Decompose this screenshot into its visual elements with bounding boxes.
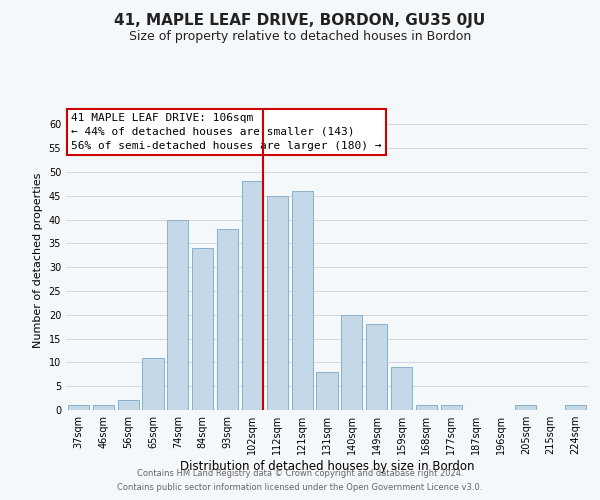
Bar — [192, 248, 213, 410]
Bar — [142, 358, 164, 410]
Bar — [565, 405, 586, 410]
Bar — [316, 372, 338, 410]
Text: 41 MAPLE LEAF DRIVE: 106sqm
← 44% of detached houses are smaller (143)
56% of se: 41 MAPLE LEAF DRIVE: 106sqm ← 44% of det… — [71, 113, 382, 151]
Text: Size of property relative to detached houses in Bordon: Size of property relative to detached ho… — [129, 30, 471, 43]
Bar — [217, 229, 238, 410]
Text: 41, MAPLE LEAF DRIVE, BORDON, GU35 0JU: 41, MAPLE LEAF DRIVE, BORDON, GU35 0JU — [115, 12, 485, 28]
Text: Contains public sector information licensed under the Open Government Licence v3: Contains public sector information licen… — [118, 484, 482, 492]
Bar — [391, 367, 412, 410]
Bar — [167, 220, 188, 410]
Bar — [441, 405, 462, 410]
Bar — [118, 400, 139, 410]
Bar — [416, 405, 437, 410]
Bar — [93, 405, 114, 410]
X-axis label: Distribution of detached houses by size in Bordon: Distribution of detached houses by size … — [180, 460, 474, 473]
Bar — [267, 196, 288, 410]
Bar — [515, 405, 536, 410]
Bar — [68, 405, 89, 410]
Y-axis label: Number of detached properties: Number of detached properties — [33, 172, 43, 348]
Bar — [292, 191, 313, 410]
Bar — [341, 315, 362, 410]
Bar — [242, 182, 263, 410]
Bar — [366, 324, 387, 410]
Text: Contains HM Land Registry data © Crown copyright and database right 2024.: Contains HM Land Registry data © Crown c… — [137, 468, 463, 477]
